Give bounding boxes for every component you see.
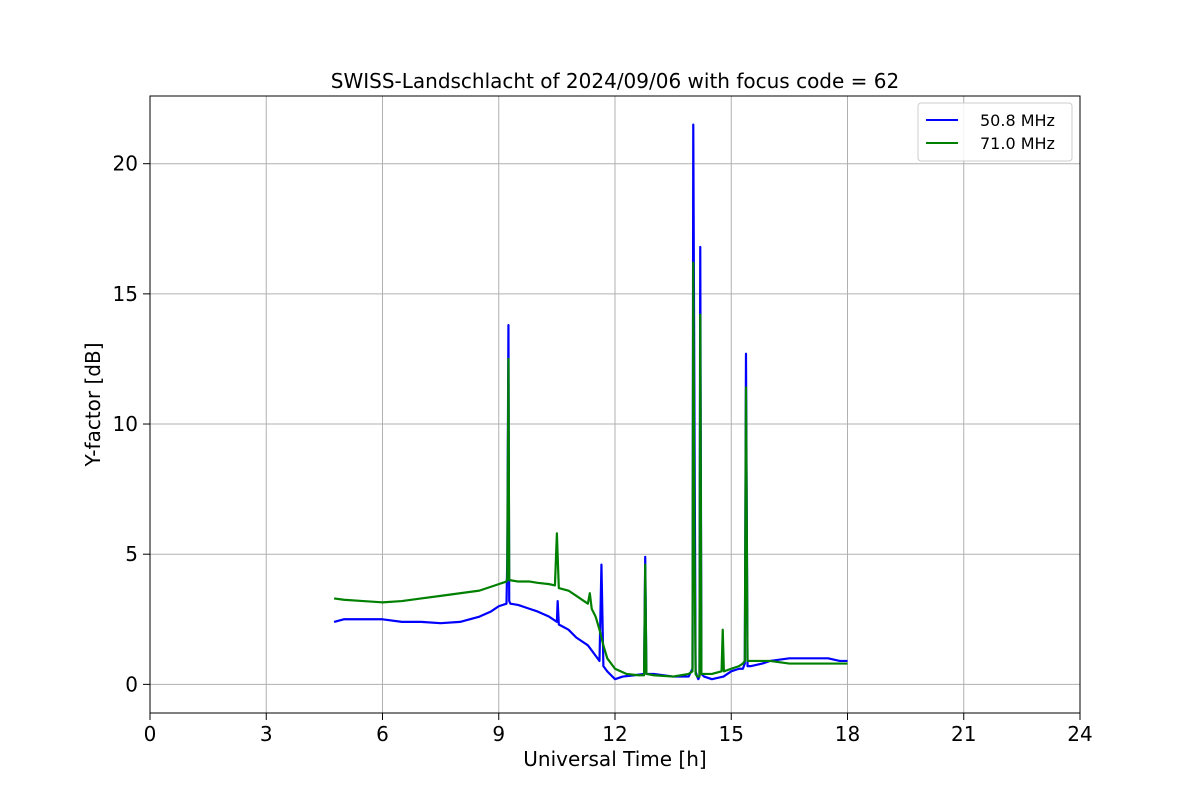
legend-label: 71.0 MHz [980,134,1055,153]
x-tick-label: 0 [144,722,157,746]
x-tick-label: 9 [492,722,505,746]
series-line-1 [333,123,848,681]
y-tick-label: 15 [113,282,138,306]
x-tick-label: 6 [376,722,389,746]
x-tick-label: 12 [602,722,627,746]
y-tick-label: 20 [113,152,138,176]
series-line-2 [333,261,848,678]
x-tick-label: 24 [1067,722,1092,746]
grid [149,96,1081,713]
x-tick-label: 21 [951,722,976,746]
ticks: 0 3 6 9 12 15 18 21 24 0 5 10 15 20 [113,152,1093,746]
series-layer [333,123,848,681]
y-axis-label: Y-factor [dB] [81,342,105,467]
legend-label: 50.8 MHz [980,111,1055,130]
y-tick-label: 5 [125,542,138,566]
x-tick-label: 15 [719,722,744,746]
legend-box [917,102,1073,162]
x-tick-label: 3 [260,722,273,746]
x-axis-label: Universal Time [h] [523,747,706,771]
y-tick-label: 0 [125,672,138,696]
chart-title: SWISS-Landschlacht of 2024/09/06 with fo… [331,69,899,93]
y-tick-label: 10 [113,412,138,436]
legend: 50.8 MHz 71.0 MHz [917,102,1073,162]
x-tick-label: 18 [835,722,860,746]
